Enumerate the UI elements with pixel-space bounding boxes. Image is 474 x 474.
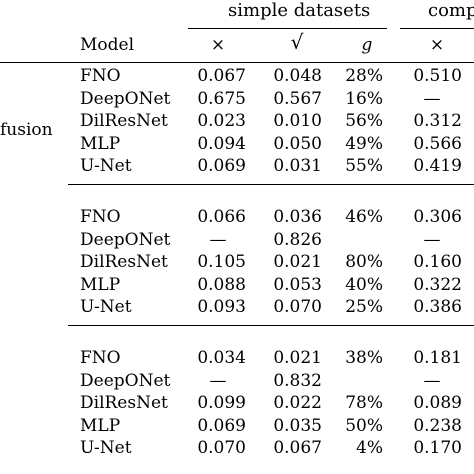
header-cmidrule-simple (188, 28, 387, 29)
cell-cross: 0.099 (197, 393, 246, 414)
cell-cross-2: 0.322 (413, 274, 462, 295)
header-cross: × (210, 35, 226, 55)
cell-cross: 0.069 (197, 156, 246, 177)
cell-model: U-Net (80, 156, 132, 177)
cell-g: 49% (345, 133, 383, 154)
cell-cross: 0.088 (197, 274, 246, 295)
cell-cross-2: 0.312 (413, 111, 462, 132)
cell-g: 16% (345, 88, 383, 109)
cell-check: 0.010 (273, 111, 322, 132)
header-cmidrule-complex (400, 28, 474, 29)
cell-cross-2: — (423, 88, 441, 109)
cell-g: 4% (356, 438, 383, 459)
header-bottom-rule (0, 62, 474, 63)
cell-model: U-Net (80, 438, 132, 459)
cell-cross: 0.066 (197, 207, 246, 227)
cell-cross-2: 0.306 (413, 207, 462, 227)
cell-check: 0.832 (273, 370, 322, 391)
cell-cross: — (209, 229, 227, 250)
cell-cross: 0.069 (197, 415, 246, 436)
cell-cross-2: — (423, 229, 441, 250)
cell-cross: 0.070 (197, 438, 246, 459)
cell-cross-2: 0.160 (413, 252, 462, 273)
cell-check: 0.067 (273, 438, 322, 459)
header-check: √ (290, 30, 304, 54)
cell-model: FNO (80, 348, 121, 368)
group-separator-rule (68, 184, 474, 185)
cell-model: FNO (80, 207, 121, 227)
cell-model: FNO (80, 66, 121, 86)
cell-check: 0.826 (273, 229, 322, 250)
cell-cross-2: 0.510 (413, 66, 462, 86)
cell-g: 55% (345, 156, 383, 177)
cell-g: 46% (345, 207, 383, 227)
cell-cross-2: 0.386 (413, 297, 462, 318)
cell-cross: 0.067 (197, 66, 246, 86)
cell-check: 0.036 (273, 207, 322, 227)
cell-cross-2: 0.181 (413, 348, 462, 368)
cell-g: 56% (345, 111, 383, 132)
cell-check: 0.070 (273, 297, 322, 318)
header-g: g (361, 35, 373, 55)
cell-model: DeepONet (80, 229, 171, 250)
cell-g: 38% (345, 348, 383, 368)
cell-cross: — (209, 370, 227, 391)
header-simple-datasets: simple datasets (228, 0, 371, 21)
cell-cross: 0.094 (197, 133, 246, 154)
cell-cross-2: 0.170 (413, 438, 462, 459)
cell-cross-2: 0.566 (413, 133, 462, 154)
cell-model: U-Net (80, 297, 132, 318)
cell-cross: 0.034 (197, 348, 246, 368)
cell-model: DeepONet (80, 88, 171, 109)
row-group-label: fusion (0, 120, 53, 140)
cell-g: 25% (345, 297, 383, 318)
cell-check: 0.035 (273, 415, 322, 436)
header-cross-2: × (429, 35, 445, 55)
cell-model: DilResNet (80, 111, 168, 132)
cell-g: 40% (345, 274, 383, 295)
cell-cross: 0.675 (197, 88, 246, 109)
cell-model: MLP (80, 274, 121, 295)
cell-cross-2: 0.419 (413, 156, 462, 177)
cell-cross: 0.093 (197, 297, 246, 318)
header-complex-datasets: comp (428, 0, 474, 21)
cell-check: 0.021 (273, 348, 322, 368)
group-separator-rule (68, 325, 474, 326)
cell-g: 50% (345, 415, 383, 436)
cell-g: 28% (345, 66, 383, 86)
cell-model: DilResNet (80, 252, 168, 273)
cell-cross: 0.105 (197, 252, 246, 273)
cell-model: DeepONet (80, 370, 171, 391)
cell-cross-2: 0.089 (413, 393, 462, 414)
cell-check: 0.567 (273, 88, 322, 109)
cell-g: 80% (345, 252, 383, 273)
cell-check: 0.048 (273, 66, 322, 86)
cell-check: 0.021 (273, 252, 322, 273)
cell-check: 0.053 (273, 274, 322, 295)
header-model: Model (80, 35, 135, 55)
cell-check: 0.022 (273, 393, 322, 414)
cell-model: DilResNet (80, 393, 168, 414)
cell-cross: 0.023 (197, 111, 246, 132)
cell-cross-2: — (423, 370, 441, 391)
cell-check: 0.031 (273, 156, 322, 177)
cell-model: MLP (80, 415, 121, 436)
cell-cross-2: 0.238 (413, 415, 462, 436)
cell-model: MLP (80, 133, 121, 154)
cell-g: 78% (345, 393, 383, 414)
cell-check: 0.050 (273, 133, 322, 154)
